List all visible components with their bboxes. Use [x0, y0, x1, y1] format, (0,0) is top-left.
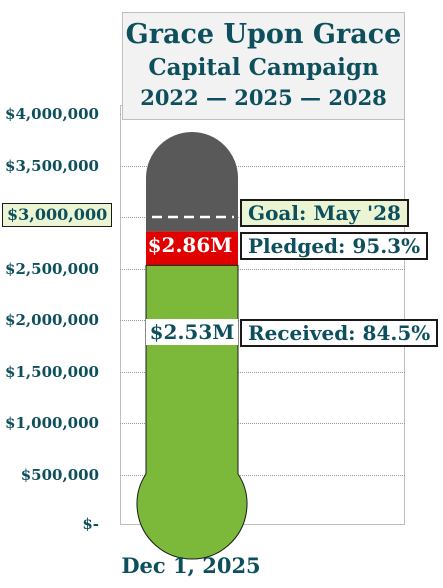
chart-title-box: Grace Upon Grace Capital Campaign 2022 —… — [122, 12, 405, 120]
y-tick-label: $4,000,000 — [5, 105, 99, 123]
chart-subtitle: Capital Campaign — [148, 54, 379, 81]
y-tick-label: $1,000,000 — [5, 414, 99, 432]
x-axis-category-label: Dec 1, 2025 — [121, 553, 261, 578]
goal-callout: Goal: May '28 — [240, 199, 409, 227]
gridline — [120, 165, 405, 167]
y-tick-label: $500,000 — [20, 465, 99, 484]
chart-years: 2022 — 2025 — 2028 — [140, 85, 387, 110]
y-tick-label: $1,500,000 — [5, 362, 99, 381]
gridline — [120, 423, 405, 424]
chart-title: Grace Upon Grace — [125, 19, 402, 50]
goal-axis-label: $3,000,000 — [2, 203, 113, 227]
gridline — [120, 474, 405, 476]
y-tick-label: $2,500,000 — [5, 259, 99, 278]
received-callout: Received: 84.5% — [240, 319, 439, 347]
thermometer-pledged-segment — [146, 231, 238, 266]
thermometer-received-segment — [136, 264, 248, 560]
y-tick-label: $2,000,000 — [5, 311, 99, 329]
y-tick-label: $3,500,000 — [5, 156, 99, 175]
y-tick-label: $- — [82, 515, 99, 533]
gridline — [120, 268, 405, 270]
gridline — [120, 371, 405, 373]
pledged-callout: Pledged: 95.3% — [240, 232, 429, 260]
thermometer-remaining-segment — [146, 132, 238, 232]
received-value-label: $2.53M — [146, 319, 238, 345]
pledged-value-label: $2.86M — [147, 233, 233, 257]
